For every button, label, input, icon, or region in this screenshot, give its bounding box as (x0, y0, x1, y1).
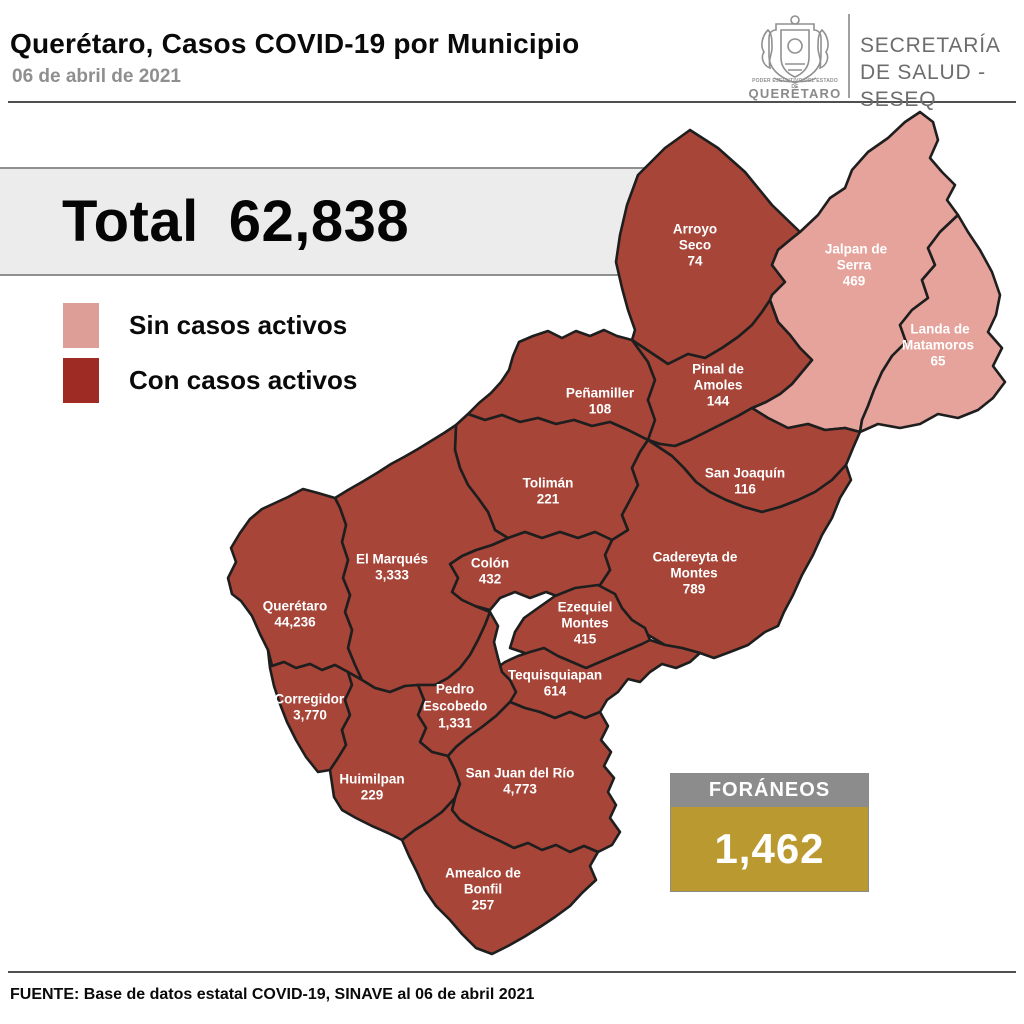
municipality-san-joaquin: San Joaquín 116 (646, 406, 862, 514)
legend-label-active: Con casos activos (129, 365, 358, 395)
map-label: Montes (670, 566, 717, 581)
map-label: Pedro (436, 682, 474, 697)
logo-subtitle: PODER EJECUTIVO DEL ESTADO DE (752, 78, 838, 90)
municipality-tequisquiapan: Tequisquiapan 614 (492, 638, 702, 720)
map-label: Querétaro (263, 599, 328, 614)
map-cases: 432 (479, 572, 502, 587)
municipality-cadereyta-de-montes: Cadereyta de Montes 789 (590, 438, 853, 660)
footer-source: FUENTE: Base de datos estatal COVID-19, … (10, 986, 535, 1003)
map-cases: 65 (930, 354, 946, 369)
secretary-line1: SECRETARÍA (860, 34, 1001, 57)
map-cases: 469 (843, 274, 866, 289)
foraneos-box: FORÁNEOS 1,462 (670, 773, 869, 892)
legend-row-no-active: Sin casos activos (63, 303, 357, 348)
map-label: Amealco de (445, 866, 521, 881)
foraneos-header: FORÁNEOS (671, 774, 868, 807)
foraneos-value: 1,462 (671, 807, 868, 891)
footer-divider (8, 971, 1016, 973)
municipality-jalpan-de-serra: Jalpan de Serra 469 (750, 110, 960, 434)
queretaro-coat-of-arms-icon (761, 15, 829, 84)
map-cases: 74 (687, 254, 703, 269)
map-cases: 221 (537, 492, 560, 507)
map-label: Landa de (910, 322, 970, 337)
header-divider (8, 101, 1016, 103)
map-cases: 1,331 (438, 716, 472, 731)
secretary-name: SECRETARÍA DE SALUD - SESEQ (860, 32, 1024, 113)
report-date: 06 de abril de 2021 (12, 66, 181, 87)
map-label: Escobedo (423, 699, 488, 714)
total-label: Total (62, 189, 199, 254)
map-label: Serra (837, 258, 872, 273)
map-label: Jalpan de (825, 242, 888, 257)
municipality-queretaro: Querétaro 44,236 (226, 487, 364, 682)
map-label: Pinal de (692, 362, 744, 377)
map-label: Tequisquiapan (508, 668, 602, 683)
map-cases: 614 (544, 684, 567, 699)
logo-divider (848, 14, 850, 98)
map-label: Colón (471, 556, 509, 571)
total-cases-box: Total 62,838 (0, 167, 662, 276)
map-label: Huimilpan (339, 772, 404, 787)
municipality-pinal-de-amoles: Pinal de Amoles 144 (630, 298, 814, 448)
municipality-ezequiel-montes: Ezequiel Montes 415 (508, 583, 652, 676)
map-label: Montes (561, 616, 608, 631)
secretary-line2: DE SALUD - SESEQ (860, 61, 986, 111)
map-label: El Marqués (356, 552, 428, 567)
legend-row-active: Con casos activos (63, 358, 357, 403)
map-cases: 257 (472, 898, 495, 913)
map-label: Arroyo (673, 222, 717, 237)
municipality-landa-de-matamoros: Landa de Matamoros 65 (858, 213, 1007, 434)
map-cases: 4,773 (503, 782, 537, 797)
logo-state-name: QUERÉTARO (748, 86, 842, 101)
legend-label-no-active: Sin casos activos (129, 310, 348, 340)
map-label: Tolimán (523, 476, 574, 491)
map-label: Corregidora (274, 692, 352, 707)
municipality-amealco-de-bonfil: Amealco de Bonfil 257 (400, 796, 600, 956)
legend: Sin casos activos Con casos activos (63, 303, 357, 413)
legend-swatch-active (63, 358, 99, 403)
map-cases: 3,333 (375, 568, 409, 583)
legend-swatch-no-active (63, 303, 99, 348)
map-label: Seco (679, 238, 711, 253)
map-label: Bonfil (464, 882, 502, 897)
map-label: Cadereyta de (653, 550, 738, 565)
municipality-huimilpan: Huimilpan 229 (328, 670, 462, 842)
municipality-san-juan-del-rio: San Juan del Río 4,773 (446, 700, 622, 854)
map-cases: 144 (707, 394, 730, 409)
map-label: San Juan del Río (466, 766, 575, 781)
map-cases: 789 (683, 582, 706, 597)
municipality-colon: Colón 432 (448, 530, 614, 612)
map-label: Matamoros (902, 338, 974, 353)
municipality-toliman: Tolimán 221 (453, 412, 650, 542)
map-cases: 116 (734, 482, 756, 497)
municipality-corregidora: Corregidora 3,770 (266, 648, 354, 774)
map-label: San Joaquín (705, 466, 785, 481)
map-cases: 3,770 (293, 708, 327, 723)
map-label: Ezequiel (558, 600, 613, 615)
municipality-el-marques: El Marqués 3,333 (333, 423, 510, 694)
municipality-penamiller: Peñamiller 108 (466, 328, 657, 442)
map-cases: 229 (361, 788, 384, 803)
municipality-pedro-escobedo: Pedro Escobedo 1,331 (416, 610, 518, 758)
total-value: 62,838 (228, 189, 410, 254)
map-cases: 108 (589, 402, 612, 417)
map-label: Amoles (694, 378, 743, 393)
map-cases: 415 (574, 632, 597, 647)
map-cases: 44,236 (274, 615, 316, 630)
page-title: Querétaro, Casos COVID-19 por Municipio (10, 28, 580, 59)
map-label: Peñamiller (566, 386, 635, 401)
